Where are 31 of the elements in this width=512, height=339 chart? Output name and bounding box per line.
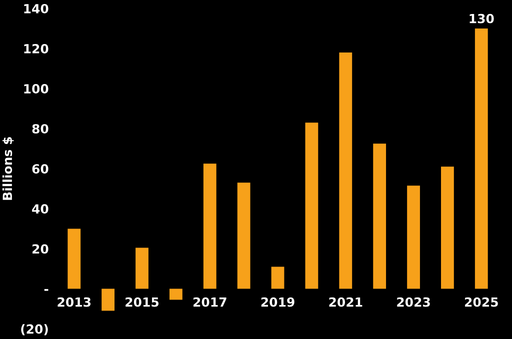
y-tick-label: (20) bbox=[21, 324, 48, 336]
bar bbox=[169, 288, 182, 300]
y-tick-label: 40 bbox=[32, 204, 48, 214]
y-tick-label: 140 bbox=[24, 4, 48, 14]
x-tick-label: 2023 bbox=[397, 297, 430, 307]
bar bbox=[407, 186, 420, 289]
bar bbox=[373, 144, 386, 289]
data-label: 130 bbox=[470, 14, 494, 24]
bar bbox=[136, 248, 148, 289]
y-tick-label: - bbox=[44, 289, 48, 291]
y-tick-label: 80 bbox=[32, 124, 48, 134]
x-tick-label: 2015 bbox=[126, 297, 159, 307]
bar bbox=[339, 52, 352, 289]
y-tick-label: 20 bbox=[32, 244, 48, 254]
bar bbox=[474, 28, 488, 289]
x-tick-label: 2019 bbox=[261, 297, 294, 307]
x-tick-label: 2017 bbox=[193, 297, 226, 307]
x-tick-label: 2013 bbox=[58, 297, 91, 307]
y-tick-label: 100 bbox=[24, 84, 48, 94]
bar bbox=[203, 164, 216, 289]
bar bbox=[305, 122, 318, 289]
bar bbox=[271, 266, 284, 289]
x-tick-label: 2025 bbox=[464, 297, 498, 307]
bar bbox=[68, 228, 81, 289]
y-axis-title: Billions $ bbox=[2, 137, 14, 200]
y-tick-label: 120 bbox=[24, 44, 48, 54]
bar bbox=[102, 288, 115, 311]
y-tick-label: 60 bbox=[32, 164, 48, 174]
bar bbox=[441, 166, 454, 289]
x-tick-label: 2021 bbox=[329, 297, 362, 307]
bar bbox=[237, 182, 250, 289]
